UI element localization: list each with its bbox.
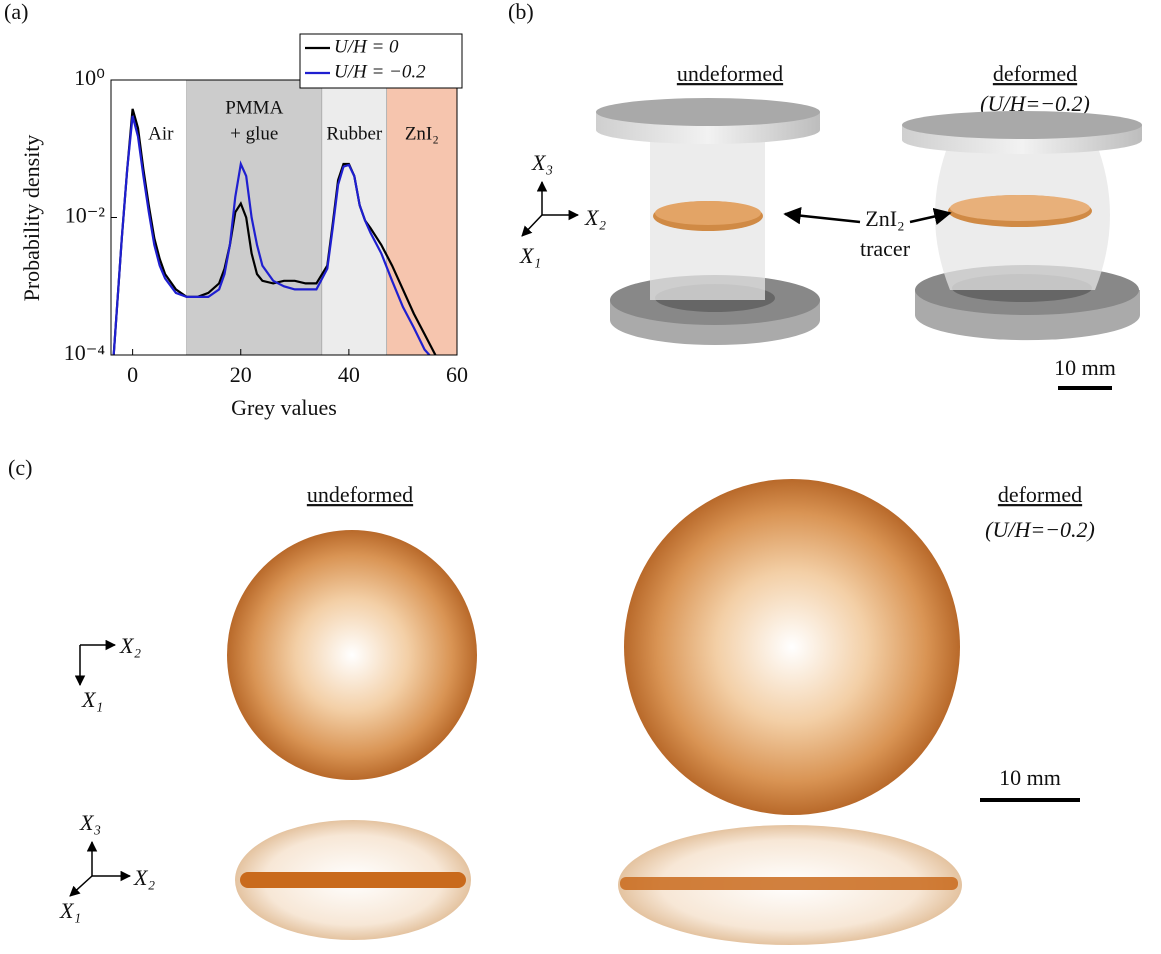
y-axis-label: Probability density	[19, 135, 44, 302]
axis-label: X₃	[79, 810, 101, 835]
x-tick-label: 40	[338, 362, 360, 387]
scale-bar-label: 10 mm	[1054, 355, 1116, 380]
figure: (b) undeformed deformed (U/H=−0.2)	[0, 0, 1161, 954]
x-tick-label: 0	[127, 362, 138, 387]
axis-label: X₁	[59, 898, 81, 923]
specimen	[596, 98, 820, 345]
scale-bar-label: 10 mm	[999, 765, 1061, 790]
y-tick-label: 10⁰	[74, 65, 105, 90]
tracer-layer	[620, 877, 958, 890]
annotation: ZnI₂	[865, 206, 904, 231]
region	[187, 80, 322, 355]
tracer-disc	[624, 479, 960, 815]
caption: deformed	[998, 482, 1082, 507]
axis-label: X₁	[81, 687, 103, 712]
tracer-layer	[240, 872, 466, 888]
region	[387, 80, 457, 355]
x-tick-label: 60	[446, 362, 468, 387]
plot-area: Air PMMA + glue Rubber ZnI₂	[111, 80, 457, 362]
panel-b: (b) undeformed deformed (U/H=−0.2)	[508, 0, 1142, 388]
region-label: Rubber	[326, 123, 383, 144]
axis-label: X₂	[584, 205, 606, 230]
caption: (U/H=−0.2)	[985, 517, 1095, 542]
region	[322, 80, 387, 355]
legend-label: U/H = −0.2	[334, 61, 426, 82]
panel-c: (c) undeformed deformed (U/H=−0.2) X₂ X₁…	[8, 455, 1095, 945]
region-label: + glue	[230, 123, 278, 144]
y-tick-label: 10⁻²	[65, 203, 106, 228]
y-tick-label: 10⁻⁴	[64, 340, 106, 365]
panel-label: (a)	[4, 0, 28, 24]
axis-label: X₂	[133, 865, 155, 890]
panel-label: (b)	[508, 0, 534, 24]
region-label: PMMA	[225, 97, 283, 118]
x-tick-label: 20	[230, 362, 252, 387]
axis-label: X₁	[519, 243, 541, 268]
region-label: Air	[148, 123, 174, 144]
axis-label: X₃	[531, 150, 553, 175]
region-label: ZnI₂	[405, 123, 439, 144]
caption: undeformed	[677, 61, 783, 86]
caption: deformed	[993, 61, 1077, 86]
axis-label: X₂	[119, 633, 141, 658]
panel-label: (c)	[8, 455, 32, 480]
tracer-disc	[227, 530, 477, 780]
caption: undeformed	[307, 482, 413, 507]
legend-label: U/H = 0	[334, 36, 399, 57]
x-axis-label: Grey values	[231, 395, 337, 420]
panel-a: (a) Grey values Probability density Air P…	[4, 0, 468, 420]
specimen	[902, 111, 1142, 340]
annotation: tracer	[860, 236, 911, 261]
